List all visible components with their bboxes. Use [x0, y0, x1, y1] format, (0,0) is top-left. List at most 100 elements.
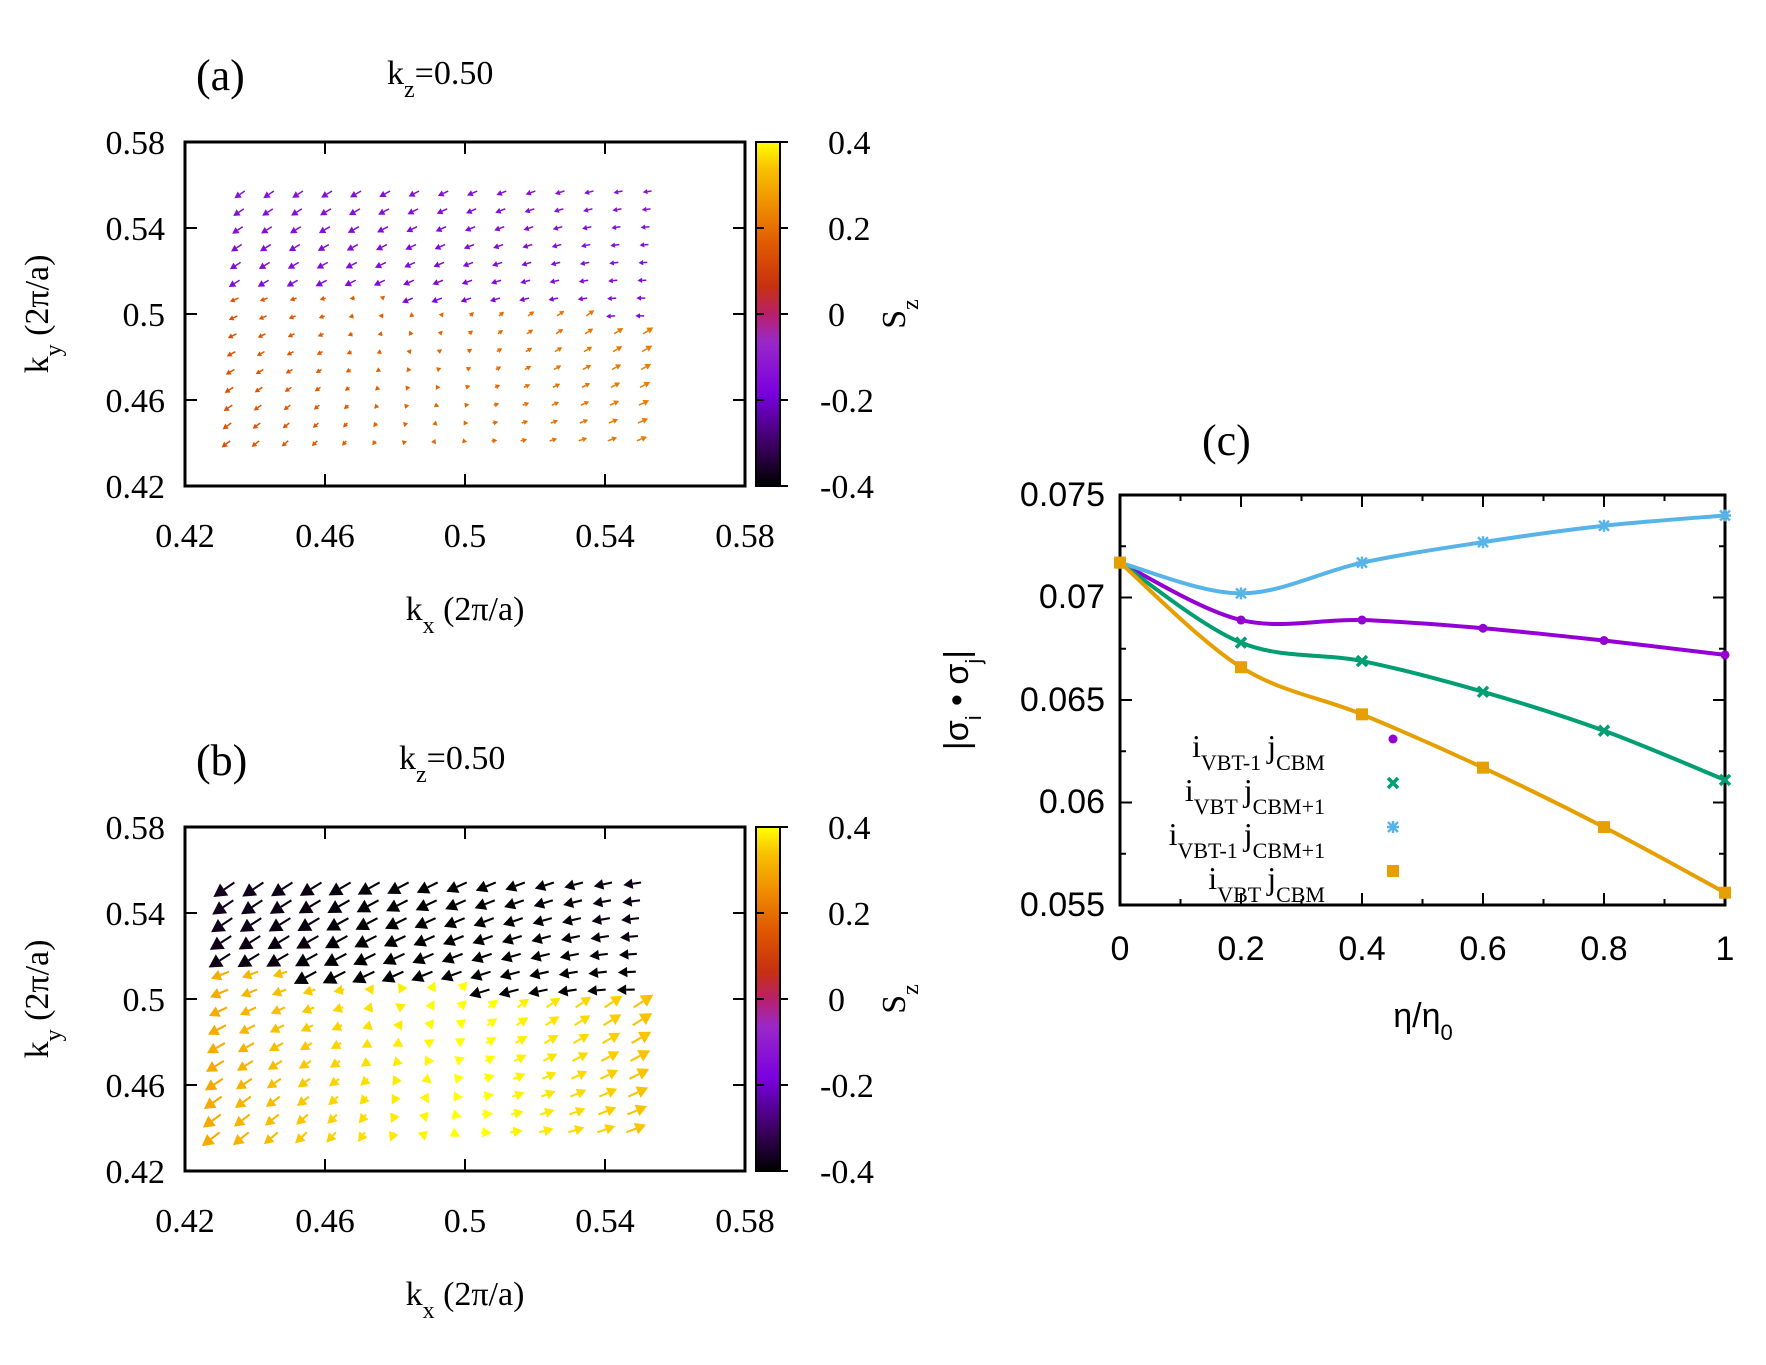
vector-arrow [237, 952, 260, 968]
vector-arrow [492, 261, 503, 267]
vector-arrow [555, 328, 564, 335]
vector-arrow [298, 1059, 312, 1069]
vector-arrow [206, 1042, 226, 1054]
vector-arrow [225, 368, 235, 375]
vector-arrow [470, 969, 491, 981]
vector-arrow [266, 952, 289, 967]
vector-arrow [487, 999, 499, 1010]
vector-arrow [584, 328, 594, 335]
vector-arrow [322, 970, 346, 984]
panel-a-colorbar-label: Sz [876, 299, 924, 329]
vector-arrow [284, 386, 292, 392]
panel-c-xlabel: η/η0 [1393, 997, 1453, 1045]
vector-arrow [381, 970, 404, 983]
vector-arrow [496, 190, 507, 196]
vector-arrow [554, 347, 563, 353]
vector-arrow [358, 1112, 369, 1124]
vector-arrow [228, 315, 238, 321]
vector-arrow [437, 330, 443, 336]
vector-arrow [575, 996, 592, 1009]
vector-arrow [345, 261, 358, 269]
vector-arrow [562, 914, 582, 926]
panel-c-xtick: 1 [1716, 930, 1735, 968]
vector-arrow [320, 208, 332, 216]
vector-arrow [625, 1122, 647, 1135]
vector-arrow [301, 1004, 315, 1014]
vector-arrow [543, 1034, 559, 1045]
vector-arrow [364, 984, 374, 995]
data-point [1355, 654, 1369, 668]
vector-arrow [531, 932, 552, 944]
vector-arrow [392, 1037, 404, 1047]
panel-c-ytick: 0.06 [1039, 783, 1105, 821]
vector-arrow [455, 1019, 467, 1029]
vector-arrow [227, 333, 237, 339]
vector-arrow [589, 949, 608, 961]
vector-arrow [232, 226, 244, 234]
vector-arrow [406, 366, 412, 373]
panel-b-ticks [184, 826, 746, 1172]
vector-arrow [411, 969, 433, 982]
data-point [1720, 650, 1730, 660]
vector-arrow [524, 365, 532, 371]
vector-arrow [374, 261, 387, 269]
vector-arrow [560, 932, 581, 944]
vector-arrow [550, 260, 561, 267]
vector-arrow [424, 1019, 435, 1030]
vector-arrow [397, 983, 408, 994]
vector-arrow [456, 1000, 467, 1011]
vector-arrow [299, 1040, 313, 1050]
panel-c-ylabel: |σi • σj| [938, 650, 986, 750]
panel-a-ticks [184, 141, 746, 487]
vector-arrow [269, 899, 292, 914]
vector-arrow [618, 949, 637, 960]
vector-arrow [349, 295, 355, 301]
panel-a-xtick: 0.58 [715, 518, 775, 555]
vector-arrow [498, 311, 505, 317]
vector-arrow [468, 312, 475, 318]
panel-b-cbar-tick: 0 [828, 982, 845, 1019]
vector-arrow [510, 1126, 523, 1137]
vector-arrow [328, 1076, 340, 1087]
vector-arrow [579, 419, 589, 424]
vector-arrow [503, 915, 524, 927]
vector-arrow [472, 933, 494, 946]
vector-arrow [373, 421, 379, 428]
vector-arrow [611, 224, 621, 230]
panel-c: (c) 0 0.2 0.4 0.6 0.8 1 0.075 0.07 0.065… [938, 416, 1734, 1045]
vector-arrow [377, 331, 383, 337]
vector-arrow [238, 935, 261, 950]
vector-arrow [326, 917, 349, 931]
vector-arrow [504, 898, 525, 910]
data-point [1719, 886, 1731, 899]
vector-arrow [580, 400, 590, 406]
vector-arrow [356, 899, 380, 913]
vector-arrow [585, 310, 595, 317]
vector-arrow [424, 1055, 435, 1067]
panel-b-label: (b) [196, 736, 247, 785]
vector-arrow [395, 1003, 406, 1013]
vector-arrow [516, 998, 530, 1009]
vector-arrow [515, 1017, 529, 1027]
panel-b-subtitle: kz=0.50 [399, 740, 505, 788]
panel-b-xtick: 0.46 [295, 1203, 355, 1240]
vector-arrow [432, 279, 444, 286]
vector-arrow [549, 437, 558, 443]
vector-arrow [494, 384, 501, 390]
vector-arrow [498, 986, 519, 998]
panel-a-xlabel: kx (2π/a) [406, 591, 525, 639]
vector-arrow [601, 1051, 620, 1062]
data-point [1599, 636, 1609, 646]
data-point [1235, 661, 1247, 674]
vector-arrow [520, 437, 528, 443]
vector-arrow [239, 1006, 257, 1016]
vector-arrow [572, 1033, 590, 1044]
vector-arrow [296, 1095, 310, 1107]
panel-c-ytick: 0.07 [1039, 578, 1105, 616]
vector-arrow [599, 1069, 619, 1080]
vector-arrow [513, 1054, 527, 1064]
vector-arrow [523, 383, 531, 389]
vector-arrow [636, 435, 648, 442]
vector-arrow [263, 1131, 279, 1145]
vector-arrow [391, 1093, 401, 1105]
